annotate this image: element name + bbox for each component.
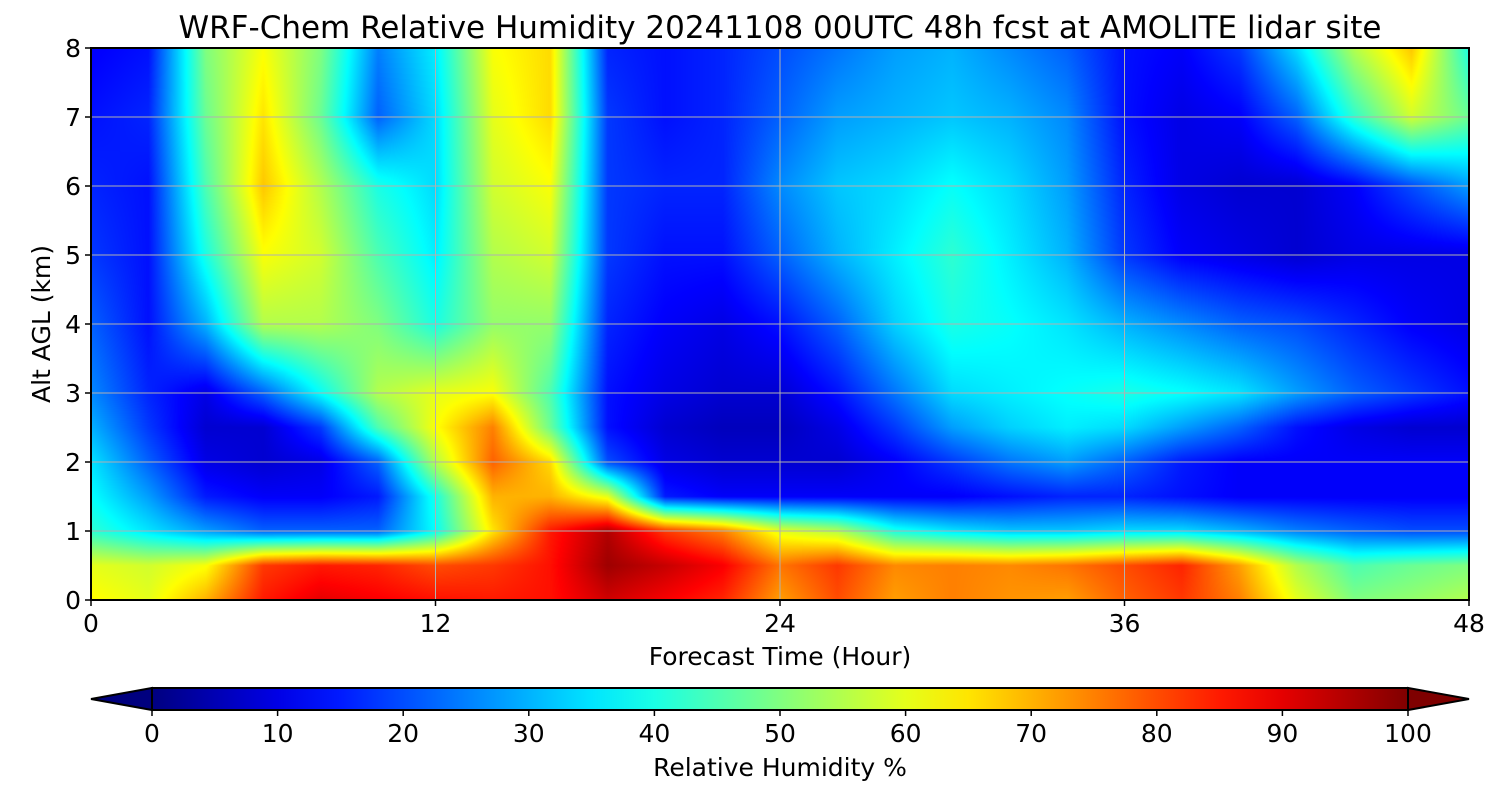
x-tick-label: 36 (1109, 609, 1141, 638)
colorbar-tick-label: 80 (1141, 719, 1173, 748)
x-axis-label: Forecast Time (Hour) (649, 642, 912, 671)
y-tick-label: 8 (65, 34, 81, 63)
colorbar-tick-label: 40 (638, 719, 670, 748)
colorbar-over-arrow (1407, 686, 1470, 712)
colorbar-tick-label: 100 (1384, 719, 1432, 748)
colorbar-gradient (151, 687, 1409, 711)
chart-title: WRF-Chem Relative Humidity 20241108 00UT… (178, 10, 1381, 46)
y-axis-label: Alt AGL (km) (27, 245, 56, 403)
colorbar-tick-label: 60 (890, 719, 922, 748)
x-tick-label: 0 (83, 609, 99, 638)
y-tick-label: 1 (65, 517, 81, 546)
x-axis-ticks: 0 12 24 36 48 (83, 600, 1485, 638)
y-axis-ticks: 0 1 2 3 4 5 6 7 8 (65, 34, 91, 615)
colorbar-ticks: 0 10 20 30 40 50 60 70 80 90 100 (144, 710, 1432, 748)
y-tick-label: 3 (65, 379, 81, 408)
colorbar-tick-label: 90 (1266, 719, 1298, 748)
plot-area (90, 47, 1470, 601)
y-tick-label: 5 (65, 241, 81, 270)
colorbar-tick-label: 50 (764, 719, 796, 748)
colorbar-tick-label: 0 (144, 719, 160, 748)
colorbar-tick-label: 30 (513, 719, 545, 748)
colorbar-tick-label: 20 (387, 719, 419, 748)
y-tick-label: 2 (65, 448, 81, 477)
colorbar-under-arrow (90, 686, 153, 712)
y-tick-label: 7 (65, 103, 81, 132)
colorbar: 0 10 20 30 40 50 60 70 80 90 100 Relative Humidity… (90, 686, 1470, 782)
colorbar-tick-label: 70 (1015, 719, 1047, 748)
x-tick-label: 24 (764, 609, 796, 638)
x-tick-label: 12 (420, 609, 452, 638)
y-tick-label: 4 (65, 310, 81, 339)
y-tick-label: 6 (65, 172, 81, 201)
colorbar-label: Relative Humidity % (653, 753, 907, 782)
y-tick-label: 0 (65, 586, 81, 615)
colorbar-tick-label: 10 (262, 719, 294, 748)
x-tick-label: 48 (1453, 609, 1485, 638)
